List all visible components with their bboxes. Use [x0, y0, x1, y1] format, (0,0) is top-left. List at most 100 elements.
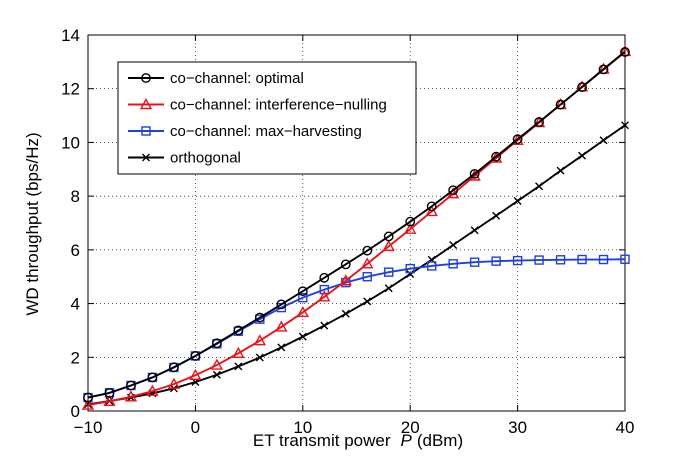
data-point	[169, 362, 179, 373]
data-point	[255, 353, 264, 362]
data-point	[232, 346, 245, 358]
data-point	[318, 290, 331, 302]
x-axis-label-var: P	[401, 431, 413, 450]
data-point	[340, 259, 351, 270]
data-point	[511, 133, 524, 145]
data-point	[146, 384, 159, 396]
data-point	[276, 299, 287, 310]
data-point	[406, 270, 415, 279]
data-point	[492, 211, 501, 220]
data-point	[81, 398, 95, 410]
data-point	[211, 338, 222, 349]
data-point	[320, 321, 329, 330]
y-tick-label: 4	[71, 295, 80, 314]
data-point	[382, 239, 395, 252]
data-point	[512, 255, 523, 266]
legend-entry: orthogonal	[128, 150, 241, 167]
data-point	[234, 362, 243, 371]
data-point	[104, 388, 115, 398]
data-point	[448, 259, 458, 269]
data-point	[535, 182, 544, 191]
data-point	[339, 274, 352, 286]
y-tick-label: 0	[71, 402, 80, 421]
x-axis-label-text: ET transmit power	[253, 431, 391, 450]
data-point	[383, 231, 394, 242]
x-tick-label: 20	[401, 418, 420, 437]
legend-label: co−channel: max−harvesting	[170, 123, 362, 140]
series-layer	[81, 44, 632, 410]
data-point	[620, 47, 630, 57]
data-point	[577, 254, 587, 265]
data-point	[361, 257, 374, 269]
data-point	[210, 358, 224, 370]
data-point	[404, 222, 417, 234]
data-point	[599, 136, 608, 145]
legend-marker	[141, 126, 151, 136]
x-tick-label: 40	[616, 418, 635, 437]
legend-marker	[142, 153, 150, 162]
data-point	[384, 284, 393, 293]
data-point	[296, 305, 309, 318]
data-point	[469, 168, 480, 179]
data-point	[212, 370, 221, 379]
data-point	[124, 390, 138, 402]
data-point	[513, 196, 522, 205]
series-line	[87, 124, 626, 406]
legend-entry: co−channel: optimal	[128, 70, 304, 87]
data-point	[577, 82, 587, 93]
y-tick-label: 6	[71, 241, 80, 260]
data-point	[363, 297, 372, 306]
legend-marker	[139, 98, 153, 110]
data-point	[298, 292, 308, 303]
data-point	[277, 343, 286, 352]
data-point	[319, 272, 330, 283]
data-point	[598, 254, 609, 265]
x-axis-label-unit: (dBm)	[417, 431, 463, 450]
data-point	[147, 372, 158, 383]
data-point	[491, 151, 502, 162]
x-tick-label: −10	[74, 418, 103, 437]
data-point	[578, 151, 587, 160]
legend-label: co−channel: interference−nulling	[170, 97, 387, 114]
data-point	[83, 392, 93, 403]
data-point	[448, 185, 459, 196]
data-point	[298, 332, 307, 341]
data-point	[405, 263, 415, 274]
data-point	[190, 351, 201, 361]
data-point	[341, 309, 350, 318]
data-point	[491, 256, 501, 266]
data-point	[362, 272, 372, 282]
legend-entry: co−channel: max−harvesting	[128, 123, 362, 140]
data-point	[405, 216, 416, 227]
legend: co−channel: optimal co−channel: interfere…	[117, 61, 417, 175]
data-point	[384, 267, 394, 277]
data-point	[426, 261, 437, 271]
data-point	[362, 245, 373, 256]
data-point	[598, 64, 609, 75]
legend-marker	[141, 73, 151, 83]
data-point	[620, 254, 630, 264]
data-point	[253, 334, 267, 346]
x-axis-label: ET transmit power P (dBm)	[253, 431, 463, 450]
series-co-channel-optimal	[83, 47, 630, 403]
legend-label: orthogonal	[170, 150, 241, 167]
y-tick-label: 2	[71, 348, 80, 367]
data-point	[189, 368, 202, 380]
legend-entry: co−channel: interference−nulling	[128, 97, 387, 114]
data-point	[555, 255, 566, 265]
legend-box	[117, 61, 417, 175]
y-tick-label: 14	[61, 26, 80, 45]
data-point	[126, 380, 136, 391]
x-tick-label: 10	[293, 418, 312, 437]
data-point	[556, 166, 565, 175]
y-axis-label: WD throughput (bps/Hz)	[23, 132, 42, 315]
data-point	[469, 257, 480, 267]
data-point	[103, 394, 116, 407]
data-point	[470, 226, 479, 235]
data-point	[618, 44, 632, 57]
data-point	[534, 117, 544, 127]
data-point	[555, 99, 566, 110]
x-tick-label: 30	[508, 418, 527, 437]
